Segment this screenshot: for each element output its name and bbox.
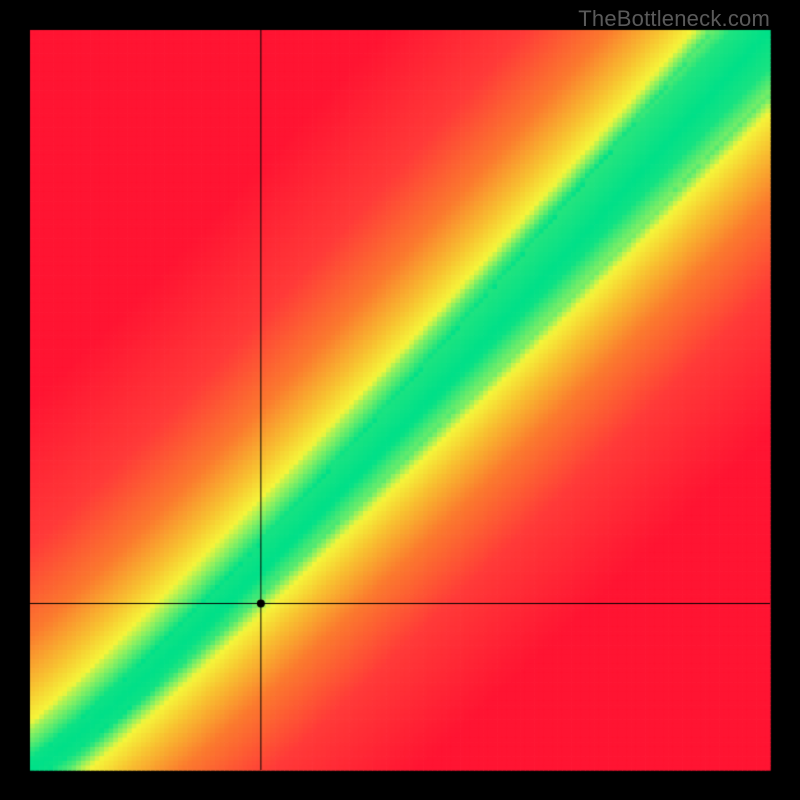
watermark-text: TheBottleneck.com <box>578 6 770 32</box>
bottleneck-heatmap <box>0 0 800 800</box>
